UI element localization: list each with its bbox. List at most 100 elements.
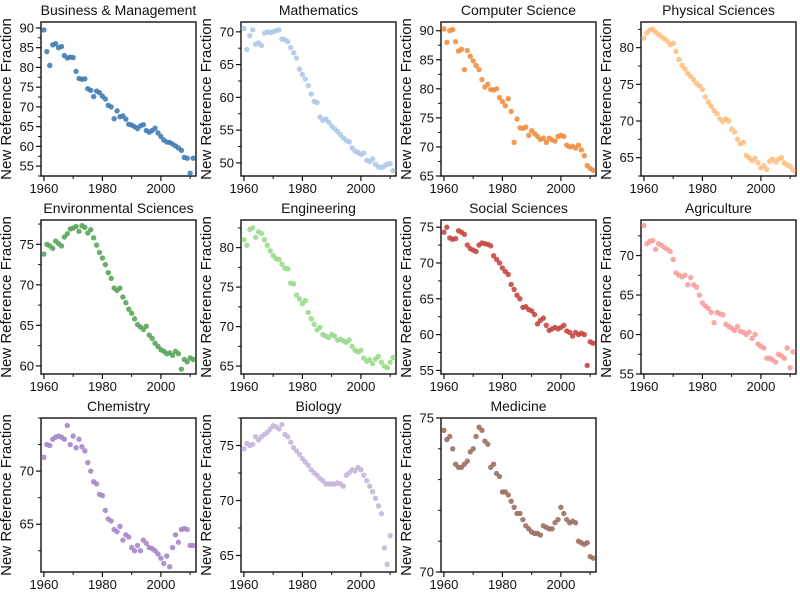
y-tick-label: 65 xyxy=(220,359,234,374)
scatter-points xyxy=(241,421,393,567)
chart-business-management: Business & Management New Reference Fract… xyxy=(0,2,197,196)
x-tick-label: 1980 xyxy=(288,379,317,394)
x-tick-label: 2000 xyxy=(546,181,575,196)
subplot-title: Chemistry xyxy=(87,398,150,414)
axis-ticks: 65 70 75 80 85 90 1960 1980 2000 xyxy=(420,23,591,196)
x-tick-label: 1960 xyxy=(29,181,58,196)
x-tick-label: 2000 xyxy=(546,577,575,592)
y-tick-label: 75 xyxy=(420,110,434,125)
plot-frame xyxy=(640,219,797,375)
y-tick-label: 65 xyxy=(420,169,434,184)
scatter-points xyxy=(41,422,196,570)
x-tick-label: 2000 xyxy=(146,181,175,196)
x-tick-label: 2000 xyxy=(146,379,175,394)
subplot-title: Agriculture xyxy=(685,200,752,216)
y-axis-label: New Reference Fraction xyxy=(600,18,615,180)
plot-frame xyxy=(240,21,397,177)
x-tick-label: 1960 xyxy=(229,379,258,394)
y-tick-label: 70 xyxy=(620,248,634,263)
y-axis-label: New Reference Fraction xyxy=(200,18,215,180)
x-tick-label: 1960 xyxy=(429,577,458,592)
subplot-title: Computer Science xyxy=(461,2,576,18)
plot-frame xyxy=(440,21,597,177)
subplot-medicine: Medicine New Reference Fraction 70 75 1960 19… xyxy=(400,396,600,594)
plot-frame xyxy=(40,219,197,375)
x-tick-label: 1980 xyxy=(288,181,317,196)
y-tick-label: 75 xyxy=(220,280,234,295)
scatter-points xyxy=(41,27,196,176)
x-tick-label: 2000 xyxy=(346,577,375,592)
y-tick-label: 75 xyxy=(220,438,234,453)
x-tick-label: 1960 xyxy=(29,379,58,394)
x-tick-label: 1980 xyxy=(88,181,117,196)
x-tick-label: 1980 xyxy=(488,577,517,592)
y-tick-label: 70 xyxy=(420,565,434,580)
x-tick-label: 1980 xyxy=(688,379,717,394)
y-tick-label: 75 xyxy=(420,220,434,235)
y-tick-label: 70 xyxy=(20,99,34,114)
x-tick-label: 1980 xyxy=(488,379,517,394)
y-tick-label: 60 xyxy=(220,90,234,105)
y-tick-label: 65 xyxy=(420,291,434,306)
scatter-points xyxy=(41,222,196,372)
x-tick-label: 2000 xyxy=(546,379,575,394)
y-tick-label: 60 xyxy=(20,139,34,154)
y-tick-label: 65 xyxy=(620,288,634,303)
y-axis-label: New Reference Fraction xyxy=(200,414,215,576)
axis-ticks: 65 70 75 80 1960 1980 2000 xyxy=(620,28,791,196)
y-tick-label: 75 xyxy=(20,237,34,252)
plot-frame xyxy=(40,417,197,573)
subplot-physical-sciences: Physical Sciences New Reference Fraction 6… xyxy=(600,0,800,198)
x-tick-label: 1980 xyxy=(688,181,717,196)
x-tick-label: 1960 xyxy=(629,379,658,394)
x-tick-label: 2000 xyxy=(746,181,775,196)
axis-ticks: 65 70 75 80 1960 1980 2000 xyxy=(220,227,391,394)
y-tick-label: 65 xyxy=(20,517,34,532)
subplot-title: Engineering xyxy=(281,200,356,216)
y-tick-label: 55 xyxy=(220,123,234,138)
y-tick-label: 70 xyxy=(20,464,34,479)
y-axis-label: New Reference Fraction xyxy=(200,216,215,378)
scatter-points xyxy=(441,224,596,369)
y-axis-label: New Reference Fraction xyxy=(600,216,615,378)
y-axis-label: New Reference Fraction xyxy=(0,18,15,180)
y-tick-label: 80 xyxy=(20,60,34,75)
axis-ticks: 65 70 1960 1980 2000 xyxy=(20,417,191,592)
y-tick-label: 70 xyxy=(420,255,434,270)
subplot-title: Environmental Sciences xyxy=(43,200,193,216)
y-tick-label: 85 xyxy=(420,52,434,67)
y-axis-label: New Reference Fraction xyxy=(400,414,415,576)
y-tick-label: 55 xyxy=(420,363,434,378)
y-tick-label: 55 xyxy=(20,159,34,174)
subplot-agriculture: Agriculture New Reference Fraction 55 60 65 7… xyxy=(600,198,800,396)
x-tick-label: 2000 xyxy=(346,181,375,196)
y-tick-label: 65 xyxy=(220,57,234,72)
axis-ticks: 55 60 65 70 1960 1980 2000 xyxy=(620,235,791,394)
x-tick-label: 1980 xyxy=(88,379,117,394)
chart-physical-sciences: Physical Sciences New Reference Fraction 6… xyxy=(600,2,797,196)
chart-engineering: Engineering New Reference Fraction 65 70 75 8… xyxy=(200,200,397,394)
plot-frame xyxy=(240,417,397,573)
x-tick-label: 1960 xyxy=(29,577,58,592)
subplot-title: Medicine xyxy=(490,398,546,414)
scatter-points xyxy=(441,26,596,173)
y-tick-label: 90 xyxy=(420,23,434,38)
x-tick-label: 1980 xyxy=(488,181,517,196)
subplot-title: Physical Sciences xyxy=(662,2,775,18)
subplot-mathematics: Mathematics New Reference Fraction 50 55 60 6… xyxy=(200,0,400,198)
subplot-chemistry: Chemistry New Reference Fraction 65 70 1960 1… xyxy=(0,396,200,594)
axis-ticks: 65 70 75 1960 1980 2000 xyxy=(220,417,391,592)
y-tick-label: 70 xyxy=(220,493,234,508)
axis-ticks: 70 75 1960 1980 2000 xyxy=(420,411,591,592)
subplot-title: Social Sciences xyxy=(469,200,568,216)
axis-ticks: 55 60 65 70 75 1960 1980 2000 xyxy=(420,220,591,394)
x-tick-label: 1960 xyxy=(429,181,458,196)
y-tick-label: 65 xyxy=(620,150,634,165)
y-tick-label: 55 xyxy=(620,367,634,382)
x-tick-label: 1960 xyxy=(429,379,458,394)
y-axis-label: New Reference Fraction xyxy=(400,216,415,378)
chart-mathematics: Mathematics New Reference Fraction 50 55 60 6… xyxy=(200,2,397,196)
y-tick-label: 80 xyxy=(420,81,434,96)
y-tick-label: 70 xyxy=(420,139,434,154)
